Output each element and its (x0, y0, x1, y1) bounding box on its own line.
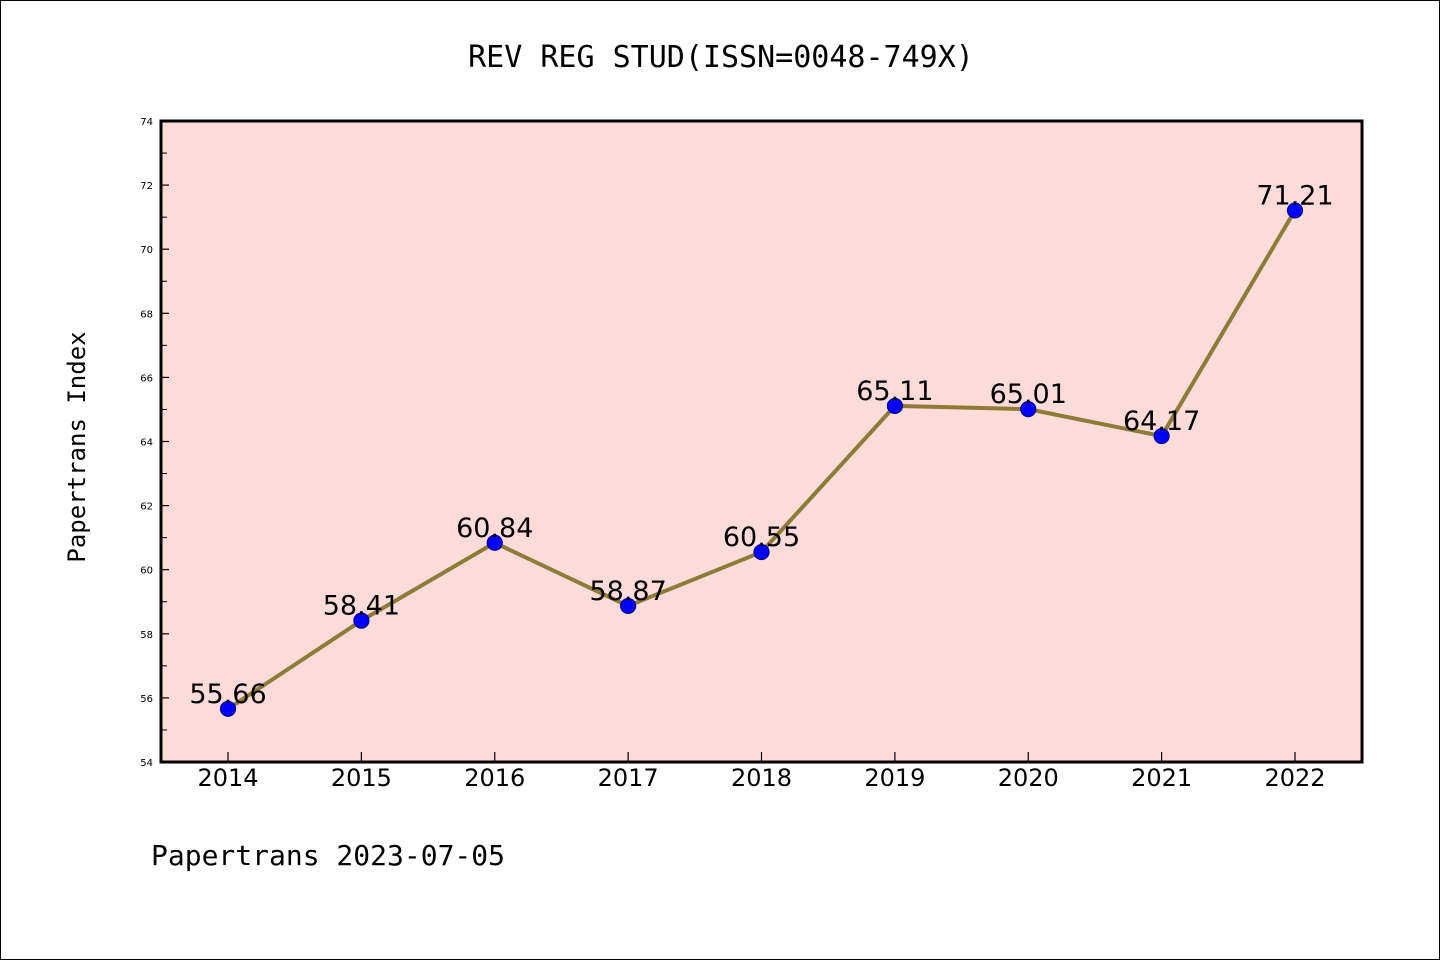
x-tick-label: 2015 (331, 764, 392, 792)
data-point-label: 55.66 (189, 679, 266, 710)
y-tick-label: 68 (140, 309, 153, 320)
y-tick-label: 64 (140, 438, 153, 449)
plot-border (159, 119, 1364, 764)
x-tick-label: 2022 (1264, 764, 1325, 792)
x-tick-label: 2017 (598, 764, 659, 792)
x-tick-label: 2018 (731, 764, 792, 792)
y-tick-label: 70 (140, 245, 153, 256)
data-point-marker (1020, 401, 1037, 418)
y-tick-label: 58 (140, 630, 153, 641)
data-point-marker (353, 612, 370, 629)
data-point-marker (886, 397, 903, 415)
data-markers (219, 202, 1304, 717)
data-point-label: 60.55 (723, 522, 800, 553)
y-tick-label: 54 (140, 758, 153, 769)
footer-text: Papertrans 2023-07-05 (151, 839, 505, 872)
y-axis-label: Papertrans Index (63, 331, 91, 562)
data-point-marker (486, 534, 503, 551)
x-tick-label: 2020 (998, 764, 1059, 792)
data-point-label: 58.87 (589, 576, 666, 607)
y-axis-ticks: 54 56 58 60 62 64 66 68 70 72 74 (140, 117, 169, 769)
x-tick-label: 2014 (197, 764, 258, 792)
data-point-marker (753, 543, 770, 561)
data-point-label: 65.01 (990, 379, 1067, 410)
data-point-label: 60.84 (456, 513, 533, 544)
data-point-marker (1286, 202, 1304, 219)
data-labels: 55.66 58.41 60.84 58.87 60.55 65.11 65.01 64.17… (189, 180, 1333, 709)
y-tick-label: 66 (140, 373, 153, 384)
y-tick-label: 56 (140, 694, 153, 705)
data-point-marker (219, 700, 237, 717)
y-tick-label: 62 (140, 502, 153, 513)
x-tick-label: 2021 (1131, 764, 1192, 792)
x-tick-label: 2016 (464, 764, 525, 792)
y-tick-label: 60 (140, 566, 153, 577)
x-tick-label: 2019 (864, 764, 925, 792)
data-point-label: 65.11 (856, 376, 933, 407)
chart-title: REV REG STUD(ISSN=0048-749X) (468, 40, 974, 75)
data-point-label: 71.21 (1256, 180, 1333, 211)
data-point-marker (620, 597, 637, 615)
data-point-marker (1153, 427, 1170, 445)
y-tick-label: 74 (140, 117, 153, 128)
data-point-label: 58.41 (323, 591, 400, 622)
data-point-label: 64.17 (1123, 406, 1200, 437)
plot-area (161, 121, 1362, 762)
x-axis-ticks: 2014 2015 2016 2017 2018 2019 2020 2021 2022 (197, 752, 1326, 792)
y-tick-label: 72 (140, 181, 153, 192)
